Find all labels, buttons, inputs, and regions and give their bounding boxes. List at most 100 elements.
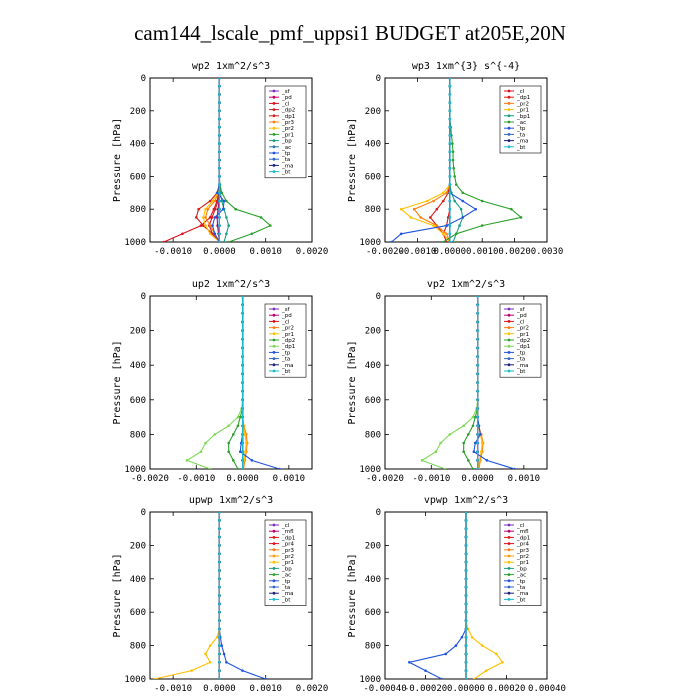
y-tick-label: 600 bbox=[365, 608, 381, 618]
legend-label: _ta bbox=[281, 585, 290, 591]
series-point bbox=[218, 142, 221, 145]
series-point bbox=[264, 677, 268, 679]
series-point bbox=[476, 296, 479, 298]
series-point bbox=[448, 78, 452, 80]
series-point bbox=[225, 199, 228, 203]
series-point bbox=[479, 433, 482, 436]
series-point bbox=[435, 207, 439, 211]
panel-2: wp3 1xm^{3} s^{-4}02004006008001000-0.00… bbox=[347, 61, 563, 257]
y-tick-label: 200 bbox=[365, 541, 381, 551]
series-point bbox=[213, 433, 217, 436]
series-point bbox=[218, 191, 221, 195]
legend-marker bbox=[272, 145, 276, 149]
series-point bbox=[476, 329, 479, 332]
series-point bbox=[185, 459, 189, 462]
legend-marker bbox=[507, 95, 511, 99]
legend-marker bbox=[507, 542, 511, 545]
series-point bbox=[218, 610, 221, 614]
legend-label: _pr1 bbox=[516, 560, 529, 566]
series-line-dp1 bbox=[185, 296, 244, 469]
series-point bbox=[218, 552, 221, 556]
series-point bbox=[473, 415, 477, 419]
legend-label: _ta bbox=[516, 357, 525, 363]
series-point bbox=[206, 207, 210, 211]
legend-marker bbox=[272, 313, 276, 317]
series-point bbox=[218, 635, 221, 639]
panel-6: vpwp 1xm^2/s^3 0 200 400 600 800 1000-0.00040-… bbox=[347, 495, 566, 694]
series-point bbox=[476, 433, 479, 436]
y-tick-label: 0 bbox=[141, 292, 146, 302]
series-point bbox=[480, 644, 484, 647]
series-point bbox=[442, 232, 445, 236]
series-point bbox=[250, 232, 254, 236]
series-point bbox=[218, 175, 221, 178]
series-point bbox=[448, 232, 452, 236]
series-point bbox=[218, 602, 221, 606]
series-point bbox=[218, 125, 221, 129]
series-point bbox=[474, 207, 478, 211]
series-point bbox=[464, 519, 468, 522]
series-point bbox=[454, 232, 458, 236]
series-point bbox=[218, 560, 221, 564]
series-point bbox=[243, 433, 247, 436]
legend-marker bbox=[272, 307, 276, 311]
series-point bbox=[419, 216, 422, 219]
legend-label: _bt bbox=[281, 597, 291, 603]
series-point bbox=[241, 346, 244, 350]
legend-marker bbox=[507, 598, 511, 601]
legend-box bbox=[264, 519, 307, 606]
legend-marker bbox=[507, 320, 511, 323]
legend-label: _pr4 bbox=[516, 542, 530, 548]
series-point bbox=[221, 207, 225, 211]
legend-marker bbox=[507, 89, 511, 93]
series-point bbox=[210, 216, 214, 219]
y-tick-label: 800 bbox=[365, 642, 381, 652]
series-point bbox=[241, 329, 244, 332]
series-point bbox=[222, 240, 226, 242]
legend-marker bbox=[272, 523, 276, 527]
legend-label: _ma bbox=[516, 363, 528, 369]
legend-marker bbox=[272, 120, 276, 124]
legend-label: _bt bbox=[281, 170, 291, 176]
series-point bbox=[464, 669, 468, 672]
series-point bbox=[244, 441, 248, 445]
series-point bbox=[451, 240, 455, 242]
series-point bbox=[218, 594, 221, 597]
x-tick-label: 0.0010 bbox=[466, 247, 499, 257]
legend-marker bbox=[507, 307, 511, 311]
legend-label: _pr3 bbox=[281, 548, 295, 554]
series-point bbox=[473, 441, 477, 445]
series-point bbox=[464, 602, 468, 606]
series-point bbox=[238, 450, 242, 454]
legend-marker bbox=[507, 548, 511, 552]
legend-marker bbox=[272, 170, 276, 174]
series-point bbox=[218, 677, 221, 679]
legend-marker bbox=[507, 313, 511, 317]
series-point bbox=[476, 303, 479, 306]
series-point bbox=[218, 619, 221, 622]
series-point bbox=[448, 183, 452, 186]
series-point bbox=[480, 441, 484, 445]
legend-marker bbox=[507, 102, 511, 105]
y-axis-label: Pressure [hPa] bbox=[112, 340, 123, 424]
series-point bbox=[208, 224, 212, 227]
legend-marker bbox=[272, 591, 276, 595]
series-point bbox=[218, 224, 221, 227]
series-point bbox=[218, 199, 221, 203]
x-tick-label: 0.00020 bbox=[488, 684, 526, 694]
series-point bbox=[241, 669, 244, 672]
series-point bbox=[460, 635, 464, 639]
legend-marker bbox=[272, 157, 276, 161]
series-point bbox=[479, 450, 483, 454]
legend-marker bbox=[507, 357, 511, 360]
y-tick-label: 1000 bbox=[359, 675, 381, 685]
series-point bbox=[464, 677, 468, 679]
x-tick-label: 0.0020 bbox=[498, 247, 531, 257]
series-point bbox=[241, 389, 244, 393]
legend-marker bbox=[272, 102, 276, 105]
series-point bbox=[153, 677, 156, 679]
legend-label: _ac bbox=[281, 573, 291, 579]
series-point bbox=[218, 232, 221, 236]
series-point bbox=[461, 216, 465, 219]
series-point bbox=[218, 669, 221, 672]
